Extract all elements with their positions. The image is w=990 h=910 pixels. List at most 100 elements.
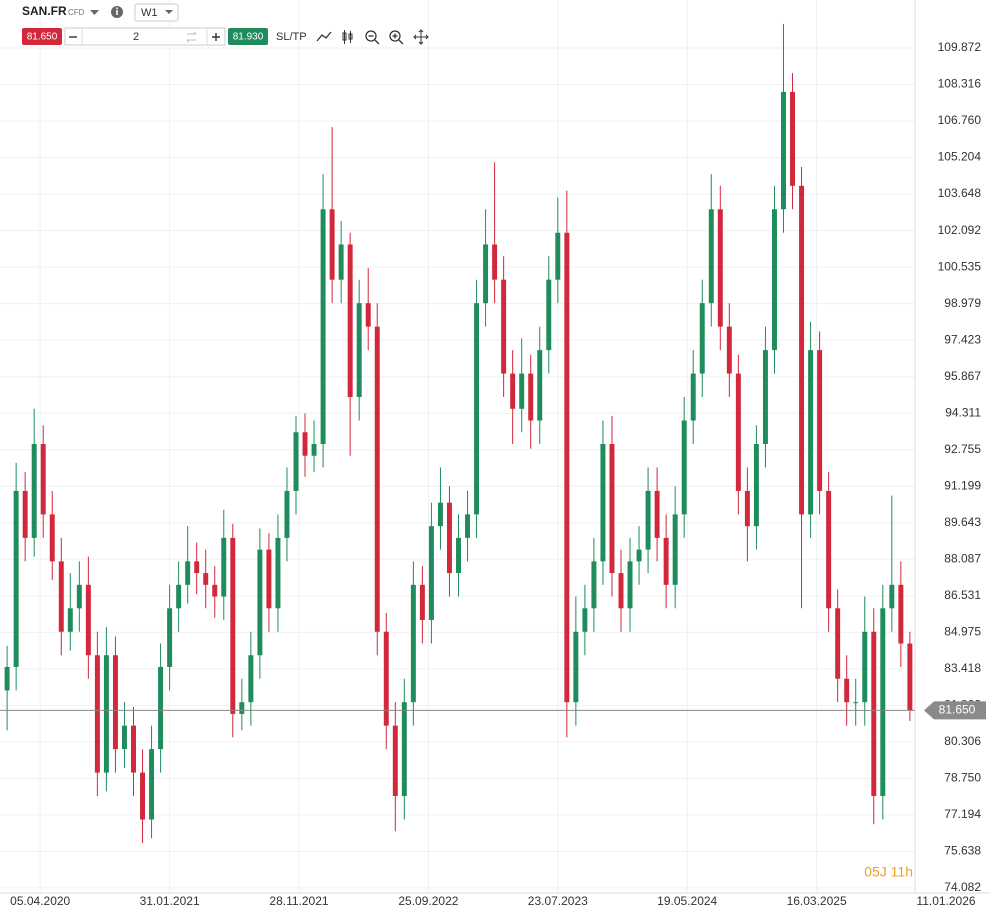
y-tick-label: 105.204 (938, 150, 982, 164)
candle-body (907, 643, 913, 711)
candle-body (501, 279, 507, 374)
candle-body (383, 631, 389, 726)
candle-body (889, 584, 895, 609)
candle-body (320, 209, 326, 444)
candle-body (762, 350, 768, 444)
y-tick-label: 74.082 (944, 880, 981, 894)
y-tick-label: 109.872 (938, 40, 982, 54)
line-chart-icon[interactable] (316, 31, 332, 42)
candle-body (329, 209, 335, 280)
last-price-tag (924, 701, 986, 720)
candle-body (85, 584, 91, 656)
candle-body (167, 608, 173, 667)
timeframe-select[interactable] (134, 3, 179, 22)
candle-body (817, 350, 823, 491)
y-tick-label: 86.531 (944, 588, 981, 602)
zoom-in-icon[interactable] (389, 30, 404, 45)
candle-body (446, 502, 452, 574)
candle-body (112, 655, 118, 750)
y-tick-label: 92.755 (944, 442, 981, 456)
timeframe: W1 (141, 7, 158, 19)
candle-body (853, 702, 859, 704)
candle-body (880, 608, 886, 797)
candle-body (474, 303, 480, 515)
candle-body (627, 561, 633, 609)
candle-body (248, 655, 254, 703)
candle-body (365, 303, 371, 327)
candle-body (67, 608, 73, 632)
candle-body (618, 573, 624, 609)
candle-body (699, 303, 705, 374)
candle-body (374, 326, 380, 632)
y-tick-label: 94.311 (945, 405, 981, 419)
candle-body (185, 561, 191, 585)
increase-button[interactable] (212, 33, 220, 41)
candle-body (392, 725, 398, 797)
candle-body (681, 420, 687, 515)
candle-body (356, 303, 362, 398)
candle-body (898, 584, 904, 644)
candle-body (302, 432, 308, 456)
x-tick-label: 16.03.2025 (787, 894, 847, 908)
sltp-button[interactable]: SL/TP (276, 31, 307, 43)
candle-body (203, 573, 209, 585)
candle-body (744, 490, 750, 527)
x-tick-label: 31.01.2021 (140, 894, 200, 908)
symbol-dropdown[interactable] (90, 10, 99, 15)
candle-body (492, 244, 498, 280)
y-tick-label: 77.194 (944, 807, 981, 821)
y-tick-label: 84.975 (944, 625, 981, 639)
candle-body (582, 608, 588, 632)
sell-button[interactable] (22, 28, 62, 45)
y-tick-label: 106.760 (938, 113, 982, 127)
candle-body (672, 514, 678, 585)
candle-body (176, 584, 182, 609)
candles (4, 23, 913, 844)
candle-body (4, 666, 10, 691)
buy-price: 81.930 (233, 32, 264, 43)
x-tick-label: 28.11.2021 (269, 894, 328, 908)
candle-body (826, 490, 832, 609)
pan-icon[interactable] (413, 29, 429, 45)
candle-body (221, 537, 227, 597)
candle-body (58, 561, 64, 632)
candle-body (347, 244, 353, 398)
candle-body (726, 326, 732, 374)
candle-body (121, 725, 127, 750)
candle-body (717, 209, 723, 327)
candle-body (40, 443, 46, 515)
buy-button[interactable] (228, 28, 268, 45)
candle-body (456, 537, 461, 574)
candle-body (790, 91, 796, 186)
candle-body (419, 584, 425, 621)
candle-body (564, 232, 570, 703)
candle-body (591, 561, 597, 609)
timeframe-dropdown (165, 10, 173, 14)
candle-body (735, 373, 741, 491)
instrument-type: CFD (68, 8, 85, 17)
y-tick-label: 91.199 (944, 478, 981, 492)
y-tick-label: 98.979 (944, 296, 981, 310)
candle-body (131, 725, 136, 773)
candle-body (158, 666, 164, 750)
candle-chart-icon[interactable] (342, 30, 353, 44)
candle-body (708, 209, 714, 304)
y-tick-label: 88.087 (944, 551, 981, 565)
candle-body (22, 490, 28, 538)
zoom-out-icon[interactable] (365, 30, 380, 45)
candle-body (799, 185, 805, 515)
candle-body (266, 549, 272, 609)
candle-body (528, 373, 534, 421)
candle-body (410, 584, 416, 703)
y-tick-label: 80.306 (944, 734, 981, 748)
candle-body (573, 631, 579, 703)
grid (0, 0, 915, 893)
quantity-box (64, 27, 226, 46)
swap-icon[interactable] (186, 31, 197, 43)
symbol[interactable]: SAN.FR (22, 4, 67, 18)
candle-body (663, 537, 669, 585)
candle-body (808, 350, 814, 515)
quantity[interactable]: 2 (133, 31, 139, 43)
candle-body (546, 279, 552, 351)
y-tick-label: 102.092 (938, 223, 982, 237)
